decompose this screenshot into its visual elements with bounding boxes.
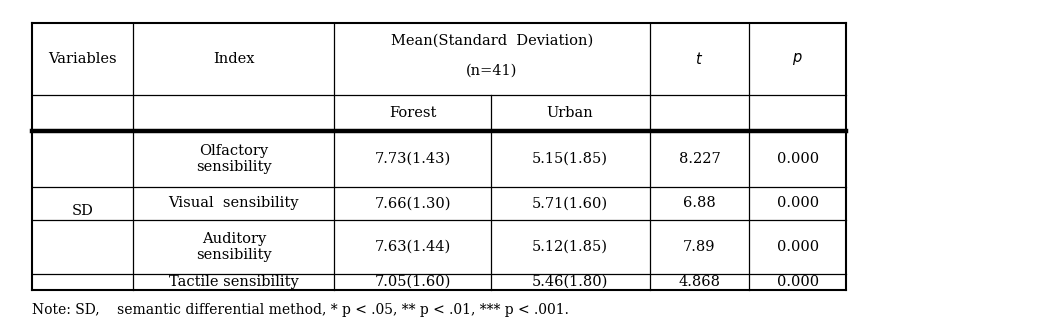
Text: 6.88: 6.88 [683,196,716,210]
Text: 5.71(1.60): 5.71(1.60) [532,196,609,210]
Text: Forest: Forest [389,106,436,120]
Text: 0.000: 0.000 [777,240,819,254]
Text: 0.000: 0.000 [777,196,819,210]
Text: Tactile sensibility: Tactile sensibility [169,275,298,289]
Text: Auditory
sensibility: Auditory sensibility [197,232,271,262]
Text: 8.227: 8.227 [679,152,720,166]
Text: SD: SD [71,204,94,218]
Text: $t$: $t$ [696,51,703,67]
Text: $p$: $p$ [792,51,803,67]
Text: 7.89: 7.89 [683,240,716,254]
Text: 5.12(1.85): 5.12(1.85) [532,240,609,254]
Text: 5.46(1.80): 5.46(1.80) [532,275,609,289]
Text: Mean(Standard  Deviation): Mean(Standard Deviation) [391,34,593,48]
Text: (n=41): (n=41) [467,64,517,77]
Text: Variables: Variables [48,52,117,66]
Text: 7.73(1.43): 7.73(1.43) [374,152,451,166]
Text: Olfactory
sensibility: Olfactory sensibility [197,144,271,174]
Text: Note: SD,    semantic differential method, * p < .05, ** p < .01, *** p < .001.: Note: SD, semantic differential method, … [32,303,569,317]
Text: Urban: Urban [547,106,594,120]
Text: 5.15(1.85): 5.15(1.85) [532,152,609,166]
Text: 0.000: 0.000 [777,275,819,289]
Text: 7.05(1.60): 7.05(1.60) [374,275,451,289]
Text: 4.868: 4.868 [679,275,720,289]
Text: 7.66(1.30): 7.66(1.30) [374,196,451,210]
Text: 7.63(1.44): 7.63(1.44) [374,240,451,254]
Text: Visual  sensibility: Visual sensibility [168,196,300,210]
Text: Index: Index [213,52,254,66]
Text: 0.000: 0.000 [777,152,819,166]
